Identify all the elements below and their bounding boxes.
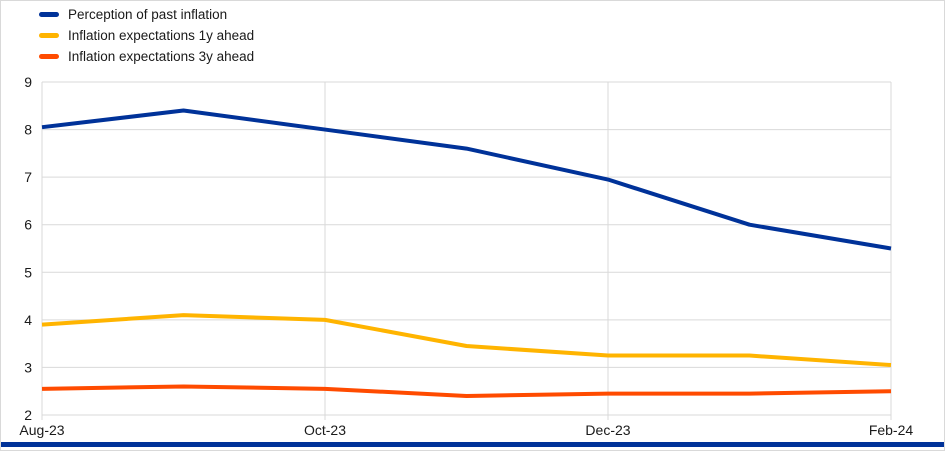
- series-line-inflation-expectations-3y-ahead: [41, 384, 892, 398]
- x-tick-label: Dec-23: [585, 422, 630, 438]
- legend-item-expectations-1y: Inflation expectations 1y ahead: [39, 25, 254, 46]
- y-tick-label: 5: [24, 264, 32, 280]
- legend-item-expectations-3y: Inflation expectations 3y ahead: [39, 46, 254, 67]
- bottom-rule: [1, 442, 944, 447]
- legend-label-expectations-1y: Inflation expectations 1y ahead: [68, 28, 255, 43]
- legend-item-perception: Perception of past inflation: [39, 4, 254, 25]
- legend-swatch-blue-icon: [39, 12, 59, 17]
- y-tick-label: 7: [24, 169, 32, 185]
- legend-label-expectations-3y: Inflation expectations 3y ahead: [68, 49, 255, 64]
- x-tick-label: Oct-23: [304, 422, 346, 438]
- x-tick-label: Feb-24: [869, 422, 914, 438]
- legend-swatch-yellow-icon: [39, 33, 59, 38]
- y-tick-label: 9: [24, 74, 32, 90]
- chart-legend: Perception of past inflation Inflation e…: [39, 4, 254, 67]
- series-line-perception-of-past-inflation: [41, 108, 892, 251]
- legend-swatch-red-icon: [39, 54, 59, 59]
- y-tick-label: 8: [24, 122, 32, 138]
- y-tick-label: 4: [24, 312, 32, 328]
- x-tick-label: Aug-23: [19, 422, 64, 438]
- y-tick-label: 6: [24, 217, 32, 233]
- series-line-inflation-expectations-1y-ahead: [41, 313, 892, 368]
- legend-label-perception: Perception of past inflation: [68, 7, 228, 22]
- y-tick-label: 3: [24, 359, 32, 375]
- y-tick-label: 2: [24, 407, 32, 423]
